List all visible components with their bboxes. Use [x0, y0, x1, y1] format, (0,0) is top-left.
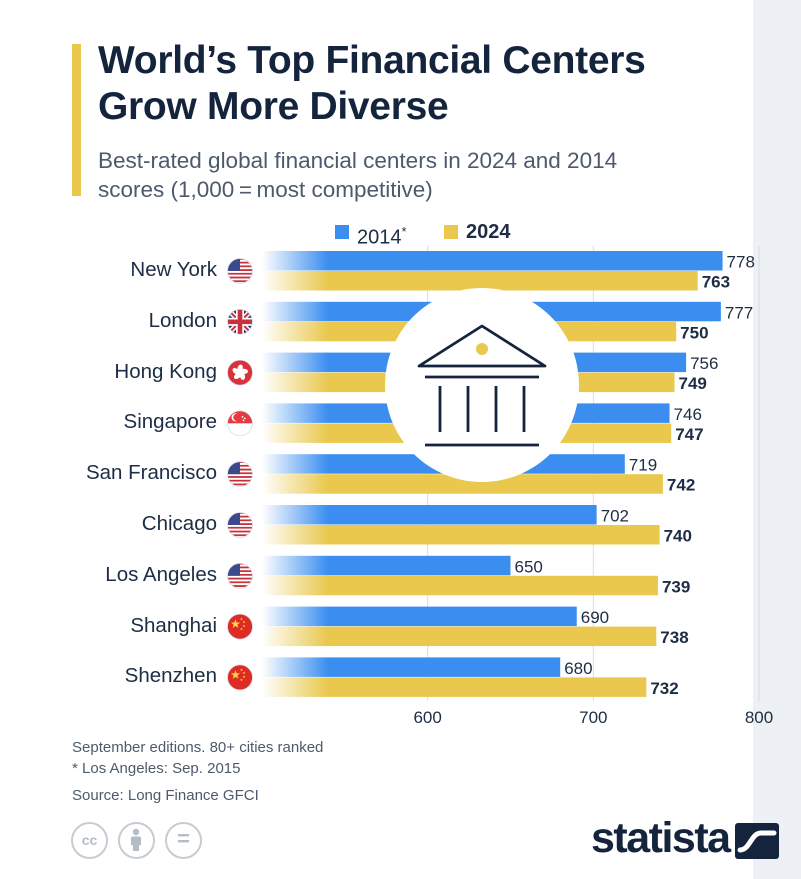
- statista-logo-icon[interactable]: [735, 823, 779, 859]
- bank-building-icon: [385, 288, 579, 482]
- value-label-los-angeles-2014: 650: [515, 557, 543, 576]
- value-label-new-york-2014: 778: [727, 253, 755, 272]
- footnote-editions: September editions. 80+ cities ranked: [72, 739, 324, 756]
- value-label-chicago-2014: 702: [601, 507, 629, 526]
- us-flag-icon-los-angeles: [227, 562, 253, 589]
- footnote-los-angeles: * Los Angeles: Sep. 2015: [72, 760, 241, 777]
- city-label-chicago: Chicago: [141, 512, 217, 535]
- value-label-hong-kong-2024: 749: [679, 374, 707, 393]
- value-label-san-francisco-2014: 719: [629, 456, 657, 475]
- legend-swatch-2024: [444, 225, 458, 239]
- hong-kong-flag-icon-hong-kong: [227, 359, 253, 386]
- singapore-flag-icon-singapore: [227, 410, 253, 437]
- china-flag-icon-shanghai: [227, 613, 253, 640]
- page-title: World’s Top Financial Centers Grow More …: [98, 38, 788, 130]
- legend-label-2014-mark: *: [401, 224, 407, 239]
- bar-shanghai-2014: [262, 606, 577, 627]
- subtitle-line-2: scores (1,000 = most competitive): [98, 177, 433, 202]
- value-label-los-angeles-2024: 739: [662, 577, 690, 596]
- statista-wordmark[interactable]: statista: [591, 814, 731, 862]
- footnotes: September editions. 80+ cities ranked * …: [72, 737, 323, 806]
- title-line-2: Grow More Diverse: [98, 85, 449, 128]
- value-label-shenzhen-2024: 732: [650, 679, 678, 698]
- x-tick-label-800: 800: [745, 708, 773, 727]
- us-flag-icon-san-francisco: [227, 461, 253, 488]
- value-label-london-2014: 777: [725, 303, 753, 322]
- value-label-singapore-2014: 746: [674, 405, 702, 424]
- legend-label-2014: 2014*: [357, 224, 407, 249]
- bar-fade-overlay: [262, 246, 328, 701]
- legend-label-2024: 2024: [466, 221, 511, 243]
- value-label-shanghai-2024: 738: [660, 628, 688, 647]
- bar-san-francisco-2024: [262, 474, 663, 494]
- bar-chicago-2024: [262, 525, 660, 545]
- value-label-london-2024: 750: [680, 323, 708, 342]
- us-flag-icon-new-york: [227, 258, 253, 284]
- city-label-los-angeles: Los Angeles: [105, 562, 217, 586]
- bar-new-york-2014: [262, 251, 723, 271]
- attribution-icon[interactable]: [118, 822, 155, 859]
- uk-flag-icon-london: [227, 308, 253, 335]
- no-derivatives-icon[interactable]: =: [165, 822, 202, 859]
- x-axis-ticks: 600 700 800: [413, 708, 773, 727]
- title-accent-bar: [72, 44, 81, 196]
- value-label-new-york-2024: 763: [702, 273, 730, 292]
- china-flag-icon-shenzhen: [227, 664, 253, 691]
- footnote-source: Source: Long Finance GFCI: [72, 787, 259, 804]
- page-subtitle: Best-rated global financial centers in 2…: [98, 146, 758, 204]
- bar-los-angeles-2024: [262, 575, 658, 596]
- title-line-1: World’s Top Financial Centers: [98, 39, 646, 82]
- city-flags: [227, 258, 253, 691]
- bar-chicago-2014: [262, 505, 597, 525]
- value-label-shanghai-2014: 690: [581, 608, 609, 627]
- city-label-shanghai: Shanghai: [130, 613, 217, 637]
- city-label-new-york: New York: [130, 258, 217, 281]
- us-flag-icon-chicago: [227, 512, 253, 538]
- value-label-singapore-2024: 747: [675, 425, 703, 444]
- bar-shanghai-2024: [262, 626, 657, 647]
- x-tick-label-700: 700: [579, 708, 607, 727]
- chart-legend: 2014* 2024: [0, 219, 801, 249]
- cc-icon[interactable]: cc: [71, 822, 108, 859]
- value-label-san-francisco-2024: 742: [667, 476, 695, 495]
- city-label-hong-kong: Hong Kong: [114, 359, 217, 383]
- value-label-chicago-2024: 740: [664, 527, 692, 546]
- city-label-singapore: Singapore: [123, 410, 217, 434]
- value-label-hong-kong-2014: 756: [690, 354, 718, 373]
- x-tick-label-600: 600: [413, 708, 441, 727]
- bar-shenzhen-2024: [262, 677, 647, 697]
- bar-shenzhen-2014: [262, 657, 561, 677]
- city-label-shenzhen: Shenzhen: [124, 664, 217, 688]
- legend-swatch-2014: [335, 225, 349, 239]
- bar-new-york-2024: [262, 271, 698, 291]
- value-label-shenzhen-2014: 680: [564, 659, 592, 678]
- subtitle-line-1: Best-rated global financial centers in 2…: [98, 148, 618, 173]
- city-label-london: London: [148, 308, 217, 332]
- city-label-san-francisco: San Francisco: [85, 461, 217, 485]
